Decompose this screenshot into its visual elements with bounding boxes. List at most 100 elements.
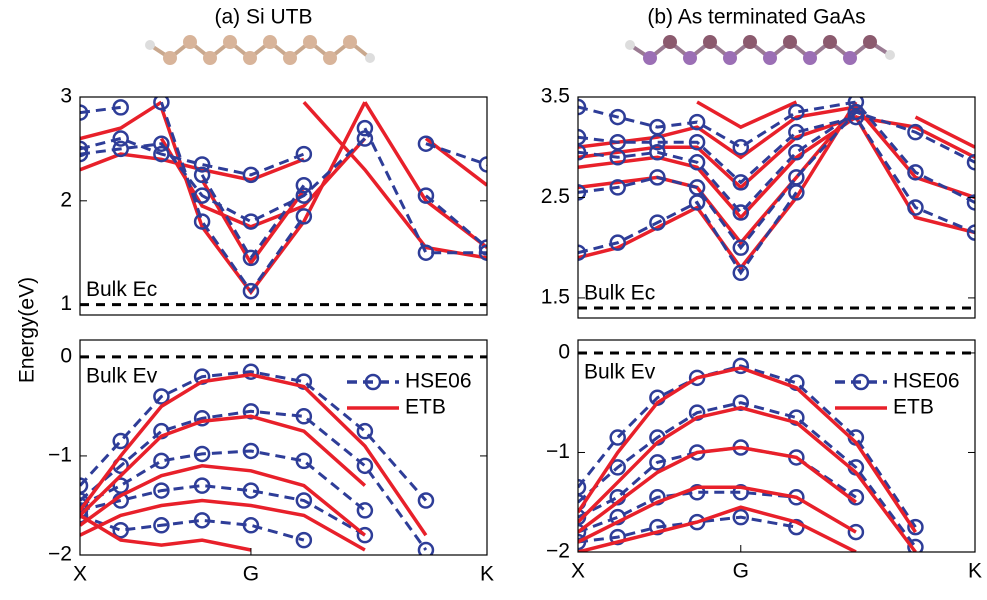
band-line xyxy=(80,464,367,537)
band-line xyxy=(80,513,252,552)
band-marker xyxy=(153,482,170,499)
band-marker xyxy=(112,432,129,450)
atom xyxy=(243,51,257,65)
x-tick-label: X xyxy=(571,560,585,583)
band-marker xyxy=(112,130,129,147)
y-tick-label: 3 xyxy=(60,85,72,108)
band-marker xyxy=(732,264,750,282)
band-line xyxy=(424,137,487,187)
band-line xyxy=(578,490,857,534)
band-marker xyxy=(788,144,805,161)
reference-label: Bulk Ec xyxy=(86,278,157,301)
band-marker xyxy=(295,492,313,509)
y-tick-label: 2.5 xyxy=(541,185,570,208)
band-marker xyxy=(80,145,89,163)
band-marker xyxy=(193,156,211,173)
band-marker xyxy=(732,239,750,256)
band-marker xyxy=(732,508,750,526)
band-marker xyxy=(417,541,435,555)
band-marker xyxy=(356,422,374,440)
band-marker xyxy=(242,282,260,300)
x-tick-label: G xyxy=(733,560,749,583)
band-line xyxy=(80,449,366,512)
band-marker xyxy=(112,99,129,116)
band-line xyxy=(424,194,487,249)
x-tick-label: G xyxy=(243,563,259,586)
band-marker xyxy=(847,523,865,541)
band-marker xyxy=(578,479,587,496)
band-marker xyxy=(609,108,626,126)
atom xyxy=(283,51,297,65)
band-line xyxy=(159,101,306,294)
atom xyxy=(803,51,817,65)
y-tick-label: −1 xyxy=(546,440,570,463)
band-marker xyxy=(153,97,170,111)
plot-area xyxy=(80,97,487,300)
x-tick-label: K xyxy=(968,560,982,583)
atom xyxy=(145,40,155,50)
legend-label: HSE06 xyxy=(405,370,472,393)
band-marker xyxy=(907,518,924,536)
y-tick-label: 1.5 xyxy=(541,285,570,308)
band-marker xyxy=(242,213,260,230)
atom xyxy=(303,35,317,49)
y-tick-label: 2 xyxy=(60,188,72,211)
band-marker xyxy=(356,130,374,147)
band-marker xyxy=(242,403,260,420)
band-marker xyxy=(688,484,706,501)
band-marker xyxy=(649,454,666,471)
band-marker xyxy=(732,204,750,221)
y-tick-label: 3.5 xyxy=(541,85,570,108)
atom xyxy=(743,35,757,49)
band-marker xyxy=(242,517,260,534)
band-marker xyxy=(966,194,975,211)
y-axis-label: Energy(eV) xyxy=(16,277,39,383)
band-line xyxy=(578,110,975,215)
panel-title: (a) Si UTB xyxy=(214,6,312,29)
atom xyxy=(223,35,237,49)
axes-frame xyxy=(79,96,488,316)
band-marker xyxy=(295,176,313,194)
atom xyxy=(323,51,337,65)
band-marker xyxy=(417,244,435,261)
band-marker xyxy=(193,477,211,494)
band-marker xyxy=(153,517,170,534)
band-marker xyxy=(153,388,170,405)
band-line xyxy=(302,101,487,260)
band-marker xyxy=(966,154,975,171)
band-marker xyxy=(153,452,170,470)
atom xyxy=(843,51,857,65)
reference-label: Bulk Ec xyxy=(584,282,655,305)
band-marker xyxy=(356,502,374,519)
atom xyxy=(183,35,197,49)
band-marker xyxy=(609,528,626,546)
plot-area xyxy=(80,363,435,555)
band-marker xyxy=(242,166,260,184)
band-marker xyxy=(732,484,750,501)
band-marker xyxy=(907,199,924,216)
band-marker xyxy=(242,482,260,499)
atom xyxy=(365,53,375,63)
axes-frame xyxy=(577,339,976,553)
atom xyxy=(703,35,717,49)
band-marker xyxy=(112,140,129,158)
band-marker xyxy=(193,187,211,204)
band-line xyxy=(578,111,858,251)
band-marker xyxy=(649,489,666,506)
band-line xyxy=(159,101,367,296)
band-marker xyxy=(242,249,260,267)
reference-label: Bulk Ev xyxy=(86,364,158,387)
band-marker xyxy=(578,533,587,551)
y-tick-label: −2 xyxy=(48,543,72,566)
band-marker xyxy=(80,477,89,494)
legend-marker xyxy=(364,373,382,391)
band-marker xyxy=(242,363,260,380)
band-marker xyxy=(688,154,706,171)
band-line xyxy=(578,114,975,235)
band-marker xyxy=(649,144,666,161)
band-marker xyxy=(609,459,626,476)
band-line xyxy=(80,100,163,141)
band-marker xyxy=(649,118,666,136)
band-marker xyxy=(609,429,626,446)
